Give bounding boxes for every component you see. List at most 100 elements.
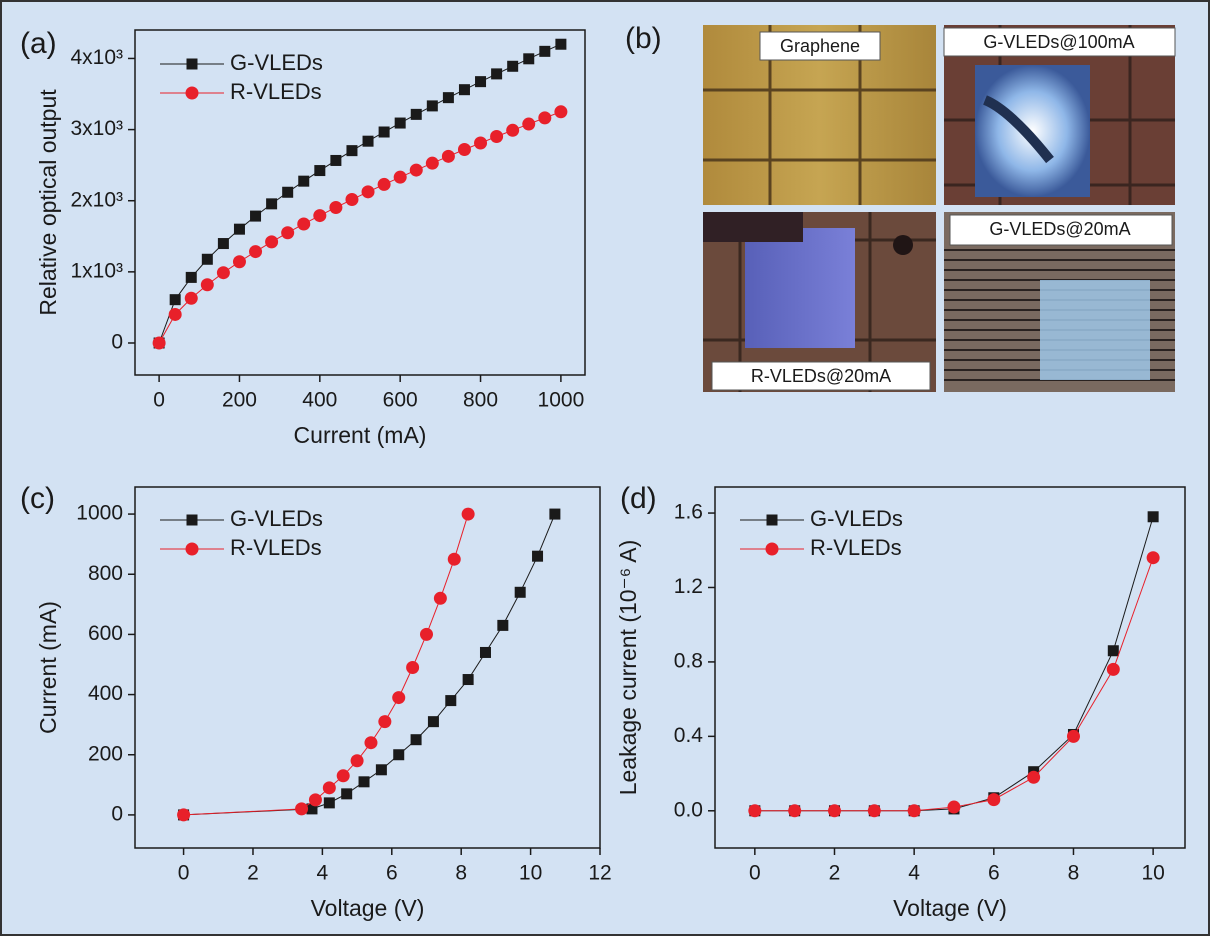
y-tick-label: 600 [88,622,123,645]
photo-caption: Graphene [780,36,860,56]
y-tick-label: 200 [88,742,123,765]
marker [410,164,423,177]
x-tick-label: 6 [386,862,398,885]
marker [201,278,214,291]
marker [309,793,322,806]
marker [748,804,761,817]
marker [329,201,342,214]
marker [392,691,405,704]
legend-marker [187,515,198,526]
y-tick-label: 0.8 [674,649,703,672]
legend-label: R-VLEDs [230,79,322,104]
x-tick-label: 12 [588,862,611,885]
legend-marker [187,59,198,70]
marker [522,118,535,131]
marker [868,804,881,817]
y-tick-label: 800 [88,562,123,585]
marker [1148,511,1159,522]
y-axis-label: Current (mA) [35,601,61,734]
marker [1108,645,1119,656]
marker [313,209,326,222]
marker [295,802,308,815]
marker [459,84,470,95]
marker [345,193,358,206]
marker [250,211,261,222]
y-tick-label: 400 [88,682,123,705]
panel-label: (c) [20,482,55,515]
photo-caption: G-VLEDs@20mA [989,219,1130,239]
y-tick-label: 1x10³ [70,259,123,282]
x-tick-label: 8 [455,862,467,885]
marker [265,235,278,248]
figure: (b) Graphene G-VLEDs@100mA R-VLEDs@20mA … [0,0,1210,936]
y-tick-label: 0.0 [674,798,703,821]
y-tick-label: 3x10³ [70,117,123,140]
marker [420,628,433,641]
marker [266,198,277,209]
marker [359,776,370,787]
x-tick-label: 10 [1141,862,1164,885]
photo-graphene: Graphene [703,25,936,205]
marker [282,187,293,198]
marker [474,137,487,150]
photo-r-vled-20: R-VLEDs@20mA [703,212,936,392]
y-tick-label: 0 [111,331,123,354]
marker [947,801,960,814]
x-tick-label: 600 [383,389,418,412]
marker [177,808,190,821]
marker [549,509,560,520]
marker [169,308,182,321]
marker [427,100,438,111]
marker [532,551,543,562]
marker [497,620,508,631]
marker [337,769,350,782]
marker [458,143,471,156]
marker [281,226,294,239]
marker [480,647,491,658]
x-axis-label: Voltage (V) [893,895,1007,921]
marker [298,176,309,187]
marker [428,716,439,727]
panel-label: (a) [20,27,57,60]
legend-marker [186,87,199,100]
panel-label: (b) [625,22,662,55]
marker [523,53,534,64]
marker [393,749,404,760]
marker [218,238,229,249]
marker [411,109,422,120]
x-tick-label: 2 [829,862,841,885]
marker [186,272,197,283]
legend-label: G-VLEDs [230,506,323,531]
x-axis-label: Voltage (V) [311,895,425,921]
marker [987,793,1000,806]
marker [1027,771,1040,784]
photo-caption: G-VLEDs@100mA [983,32,1134,52]
y-tick-label: 1.6 [674,501,703,524]
marker [185,292,198,305]
marker [378,178,391,191]
marker [788,804,801,817]
x-tick-label: 0 [749,862,761,885]
x-tick-label: 4 [908,862,920,885]
marker [908,804,921,817]
marker [314,165,325,176]
photo-g-vled-100: G-VLEDs@100mA [944,25,1175,205]
marker [554,105,567,118]
marker [395,118,406,129]
marker [426,157,439,170]
marker [462,508,475,521]
marker [538,111,551,124]
marker [539,46,550,57]
marker [555,39,566,50]
legend-label: R-VLEDs [810,535,902,560]
marker [341,788,352,799]
marker [346,145,357,156]
x-tick-label: 4 [317,862,329,885]
legend-marker [186,543,199,556]
x-tick-label: 200 [222,389,257,412]
y-tick-label: 1000 [76,502,123,525]
marker [363,136,374,147]
marker [828,804,841,817]
marker [434,592,447,605]
marker [330,155,341,166]
